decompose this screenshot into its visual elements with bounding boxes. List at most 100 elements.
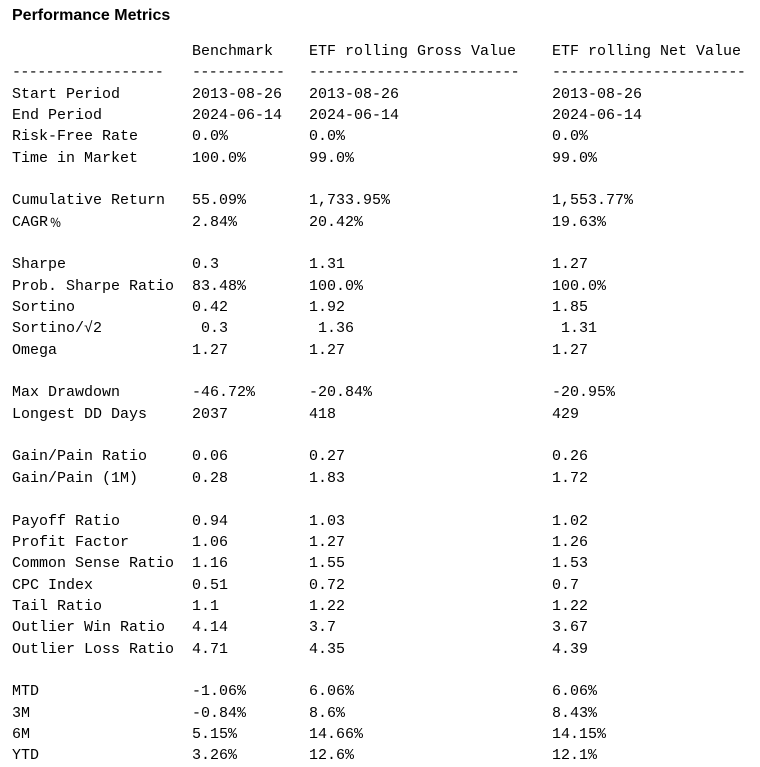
table-row-net-value: 19.63%	[552, 213, 607, 231]
table-row-gross-value: 1.27	[309, 533, 346, 551]
table-row: Profit Factor 1.06 1.27 1.26	[0, 532, 760, 553]
header-separator-gross-value: -------------------------	[309, 64, 520, 81]
table-row-gross-value: 0.72	[309, 576, 346, 594]
table-row: Gain/Pain Ratio 0.06 0.27 0.26	[0, 446, 760, 467]
table-row-gross-value: -20.84%	[309, 384, 373, 402]
table-row-net-value: 429	[552, 405, 580, 423]
table-row-metric-label: Cumulative Return	[12, 192, 166, 210]
table-row-gross-value: 2013-08-26	[309, 85, 400, 103]
table-row-benchmark-value: 0.28	[192, 469, 229, 487]
table-row-benchmark-value: 2037	[192, 405, 229, 423]
blank-row	[0, 489, 760, 510]
table-row-benchmark-value: 0.51	[192, 576, 229, 594]
table-row-net-value: 1,553.77%	[552, 192, 634, 210]
page-title: Performance Metrics	[12, 7, 171, 24]
blank-row	[0, 425, 760, 446]
table-row: Sortino/√2 0.3 1.36 1.31	[0, 318, 760, 339]
table-row-metric-label: MTD	[12, 683, 40, 701]
table-row-net-value: 0.26	[552, 448, 589, 466]
table-row-net-value: -20.95%	[552, 384, 616, 402]
table-row-gross-value: 100.0%	[309, 277, 364, 295]
table-row-gross-value: 0.0%	[309, 128, 346, 146]
table-row-metric-label: 6M	[12, 726, 31, 743]
table-row: Longest DD Days 2037 418 429	[0, 404, 760, 425]
table-row-metric-label: CPC Index	[12, 576, 94, 594]
table-row-metric-label: Profit Factor	[12, 533, 130, 551]
table-row-gross-value: 1.55	[309, 555, 346, 573]
table-row-metric-label: YTD	[12, 747, 40, 765]
table-row-benchmark-value: 2013-08-26	[192, 85, 283, 103]
table-row-gross-value: 1.27	[309, 341, 346, 359]
table-row-metric-label: Sortino	[12, 299, 76, 316]
table-row-metric-label: Time in Market	[12, 149, 139, 167]
table-row: Risk-Free Rate 0.0% 0.0% 0.0%	[0, 126, 760, 147]
table-row-gross-value: 418	[309, 405, 337, 423]
table-row: Sharpe 0.3 1.31 1.27	[0, 254, 760, 275]
table-row-benchmark-value: 2024-06-14	[192, 106, 283, 124]
header-separator-net-value: -----------------------	[552, 64, 746, 81]
table-row: YTD 3.26% 12.6% 12.1%	[0, 745, 760, 766]
table-row-gross-value: 14.66%	[309, 726, 364, 743]
table-row-benchmark-value: 0.42	[192, 299, 229, 316]
table-row: Outlier Loss Ratio 4.71 4.35 4.39	[0, 639, 760, 660]
table-row-benchmark-value: 5.15%	[192, 726, 238, 743]
table-row-benchmark-value: 0.94	[192, 512, 229, 530]
table-row-metric-label: Prob. Sharpe Ratio	[12, 277, 175, 295]
table-row-metric-label: End Period	[12, 106, 103, 124]
table-row-benchmark-value: 3.26%	[192, 747, 238, 765]
table-row-benchmark-value: 83.48%	[192, 277, 247, 295]
table-row-metric-label: CAGR﹪	[12, 213, 64, 231]
table-row-benchmark-value: 1.27	[192, 341, 229, 359]
table-row-gross-value: 1.03	[309, 512, 346, 530]
table-row-net-value: 1.31	[552, 320, 598, 338]
table-row-gross-value: 1.36	[309, 320, 355, 338]
table-row: Outlier Win Ratio 4.14 3.7 3.67	[0, 617, 760, 638]
table-row: CPC Index 0.51 0.72 0.7	[0, 575, 760, 596]
table-row-benchmark-value: 0.06	[192, 448, 229, 466]
table-row-metric-label: Outlier Loss Ratio	[12, 640, 175, 658]
table-row-benchmark-value: 0.3	[192, 256, 220, 274]
table-row: Common Sense Ratio 1.16 1.55 1.53	[0, 553, 760, 574]
table-row-benchmark-value: 0.3	[192, 320, 229, 338]
table-row-metric-label: Omega	[12, 341, 58, 359]
table-row-metric-label: Payoff Ratio	[12, 512, 121, 530]
table-row-gross-value: 12.6%	[309, 747, 355, 765]
column-header-gross-value: ETF rolling Gross Value	[309, 43, 517, 60]
table-row-gross-value: 8.6%	[309, 704, 346, 722]
table-row-gross-value: 1.92	[309, 299, 346, 316]
table-row: 6M 5.15% 14.66% 14.15%	[0, 724, 760, 745]
table-row-metric-label: 3M	[12, 704, 31, 722]
table-row-benchmark-value: -46.72%	[192, 384, 256, 402]
table-row-net-value: 1.85	[552, 299, 589, 316]
table-row-metric-label: Gain/Pain Ratio	[12, 448, 148, 466]
table-row: Tail Ratio 1.1 1.22 1.22	[0, 596, 760, 617]
table-row-metric-label: Longest DD Days	[12, 405, 148, 423]
table-row: CAGR﹪ 2.84% 20.42% 19.63%	[0, 212, 760, 233]
table-row-benchmark-value: 1.06	[192, 533, 229, 551]
table-row-benchmark-value: -0.84%	[192, 704, 247, 722]
table-row-metric-label: Common Sense Ratio	[12, 555, 175, 573]
table-row-net-value: 6.06%	[552, 683, 598, 701]
table-row-net-value: 0.7	[552, 576, 580, 594]
header-separator-metric-label: ------------------	[12, 64, 164, 81]
blank-row	[0, 169, 760, 190]
table-row-benchmark-value: 1.1	[192, 597, 220, 615]
table-row-gross-value: 1.22	[309, 597, 346, 615]
table-row: Omega 1.27 1.27 1.27	[0, 340, 760, 361]
table-row: Max Drawdown -46.72% -20.84% -20.95%	[0, 382, 760, 403]
table-row-benchmark-value: 4.14	[192, 619, 229, 637]
table-row-net-value: 14.15%	[552, 726, 607, 743]
table-row-net-value: 12.1%	[552, 747, 598, 765]
table-row-net-value: 99.0%	[552, 149, 598, 167]
table-row-metric-label: Sortino/√2	[12, 320, 103, 338]
table-row-net-value: 1.22	[552, 597, 589, 615]
table-row-metric-label: Tail Ratio	[12, 597, 103, 615]
table-row: Sortino 0.42 1.92 1.85	[0, 297, 760, 318]
table-row-benchmark-value: 100.0%	[192, 149, 247, 167]
table-row-net-value: 100.0%	[552, 277, 607, 295]
table-row-net-value: 1.72	[552, 469, 589, 487]
table-row-gross-value: 0.27	[309, 448, 346, 466]
table-row: Cumulative Return 55.09% 1,733.95% 1,553.77…	[0, 190, 760, 211]
table-row-gross-value: 3.7	[309, 619, 337, 637]
